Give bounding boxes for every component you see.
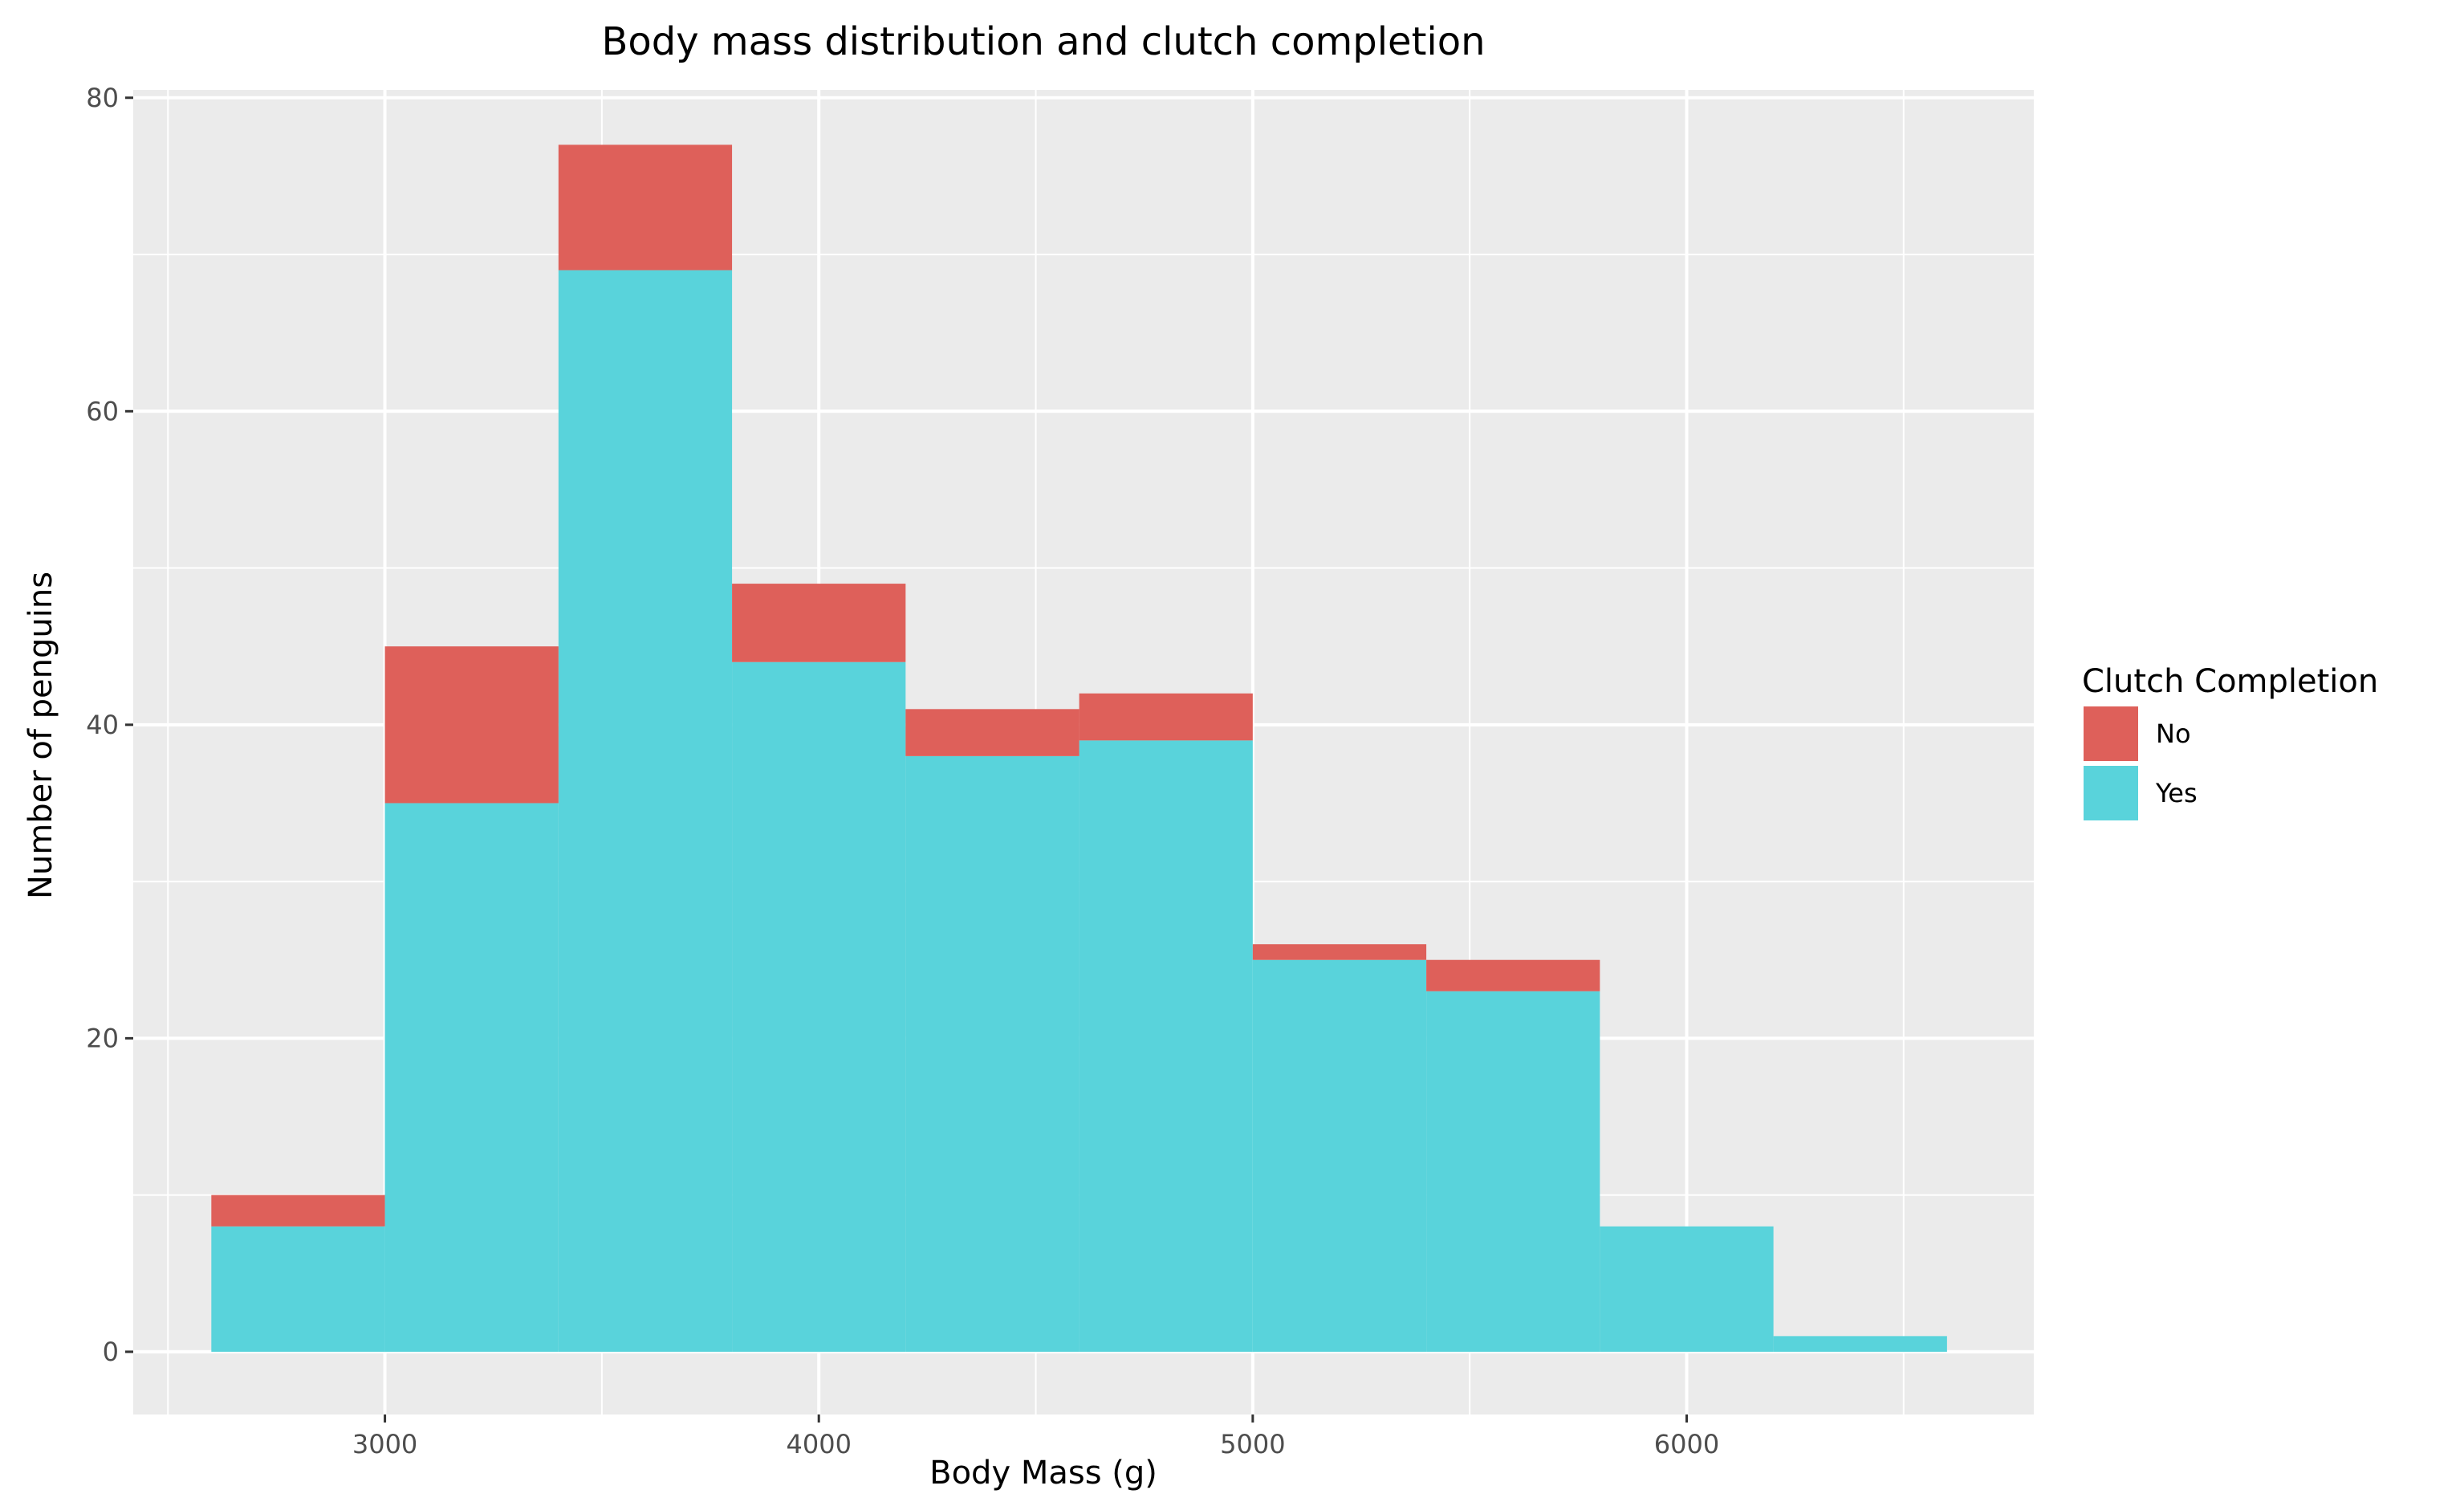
x-tick-label: 3000 [352,1429,417,1459]
bar-yes-6400 [1773,1336,1947,1352]
y-tick-label: 20 [86,1023,119,1053]
legend-key-yes [2084,766,2138,820]
legend-title: Clutch Completion [2082,663,2378,700]
y-axis-title: Number of penguins [22,572,59,899]
bars [211,144,1947,1352]
bar-yes-6000 [1600,1226,1774,1352]
bar-yes-4000 [732,661,906,1352]
bar-yes-2800 [211,1226,385,1352]
legend-label-no: No [2156,718,2191,749]
legend-entries: No Yes [2084,706,2198,820]
legend-label-yes: Yes [2155,778,2198,808]
bar-no-5200 [1252,944,1427,960]
x-tick-label: 6000 [1654,1429,1719,1459]
y-tick-label: 60 [86,396,119,426]
legend-key-no [2084,706,2138,761]
y-tick-label: 80 [86,83,119,113]
bar-yes-4400 [905,755,1080,1352]
bar-no-4400 [905,709,1080,756]
bar-yes-4800 [1079,740,1253,1352]
bar-no-3600 [558,144,733,271]
bar-no-4000 [732,584,906,662]
bar-no-3200 [384,646,559,804]
bar-no-4800 [1079,693,1253,741]
legend: Clutch Completion No Yes [2082,663,2378,820]
y-tick-label: 0 [103,1337,119,1367]
x-tick-label: 4000 [786,1429,851,1459]
bar-yes-5600 [1426,991,1600,1352]
bar-no-5600 [1426,959,1600,991]
x-axis-title: Body Mass (g) [929,1455,1157,1492]
bar-yes-3600 [558,270,733,1352]
y-axis: 0 20 40 60 80 [86,83,133,1367]
y-tick-label: 40 [86,710,119,740]
bar-no-2800 [211,1195,385,1227]
x-tick-label: 5000 [1220,1429,1285,1459]
bar-yes-5200 [1252,959,1427,1352]
x-axis: 3000 4000 5000 6000 [352,1414,1719,1459]
chart-title: Body mass distribution and clutch comple… [601,19,1485,64]
bar-yes-3200 [384,803,559,1352]
